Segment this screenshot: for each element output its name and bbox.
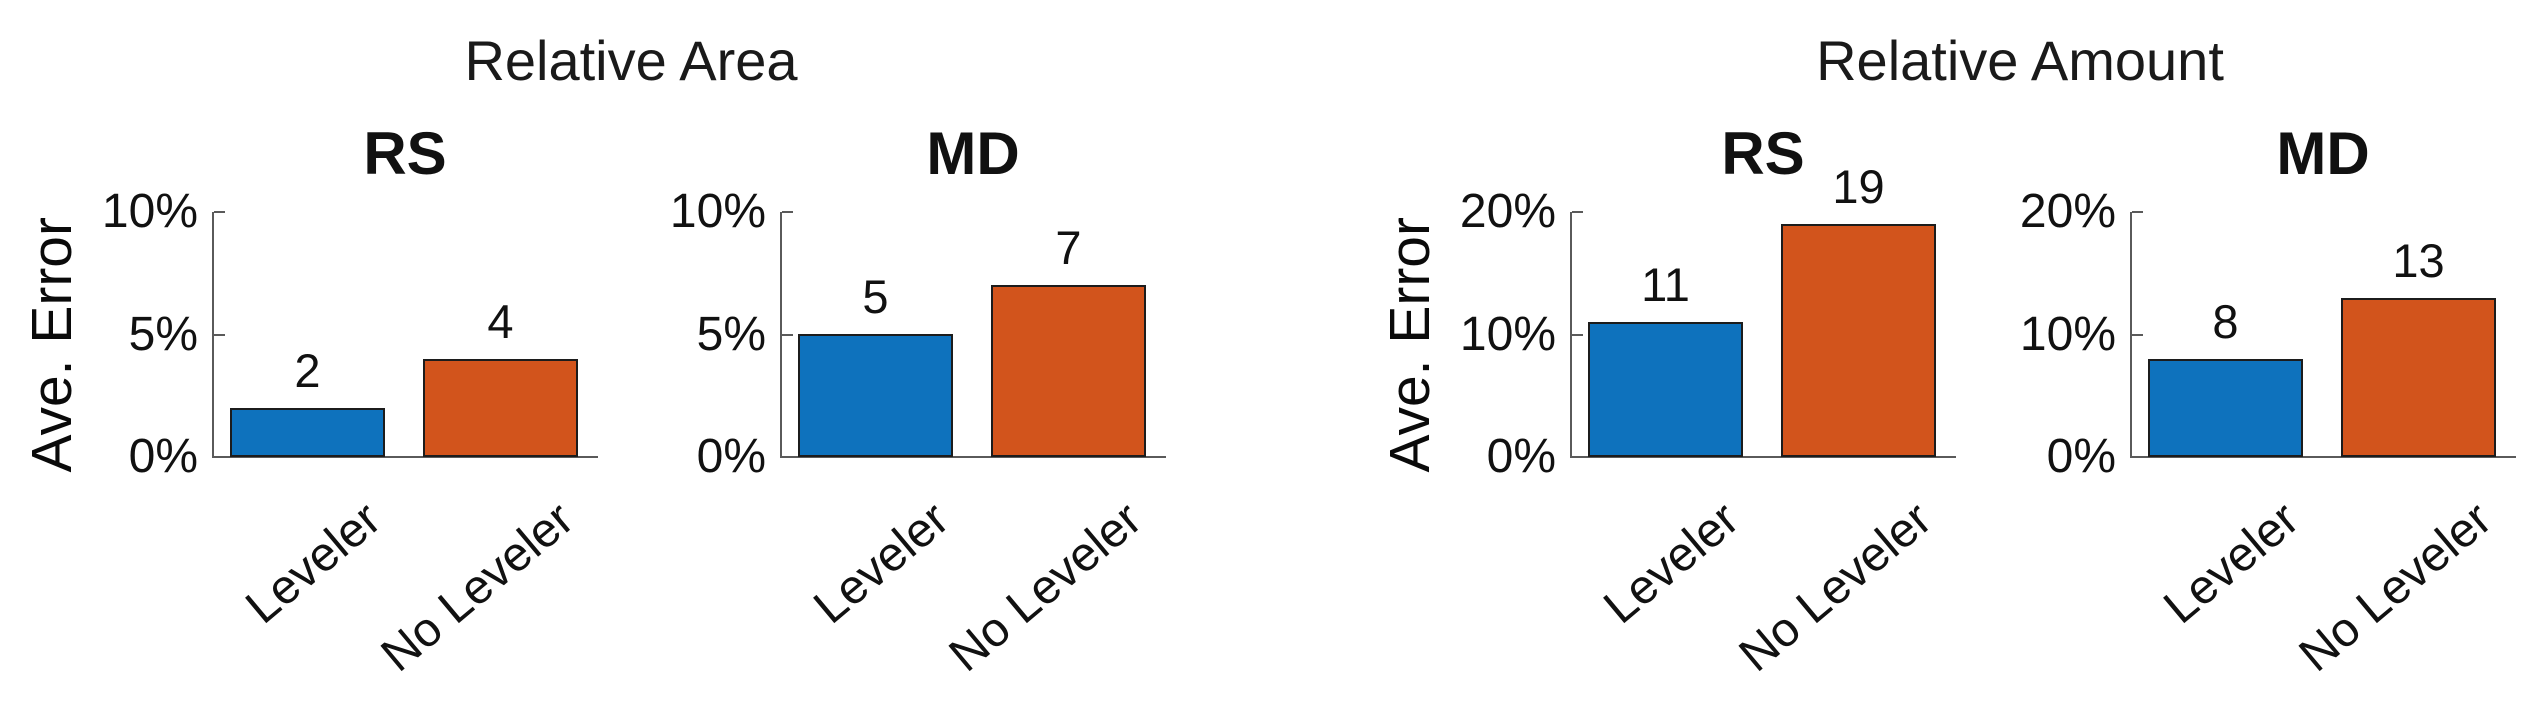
bar-value-label: 13 <box>2392 234 2445 287</box>
x-tick-label-leveler: Leveler <box>804 492 959 635</box>
y-tick-mark <box>2132 211 2143 213</box>
bar-leveler <box>798 334 953 457</box>
x-tick-label-leveler: Leveler <box>2154 492 2309 635</box>
y-tick-label: 20% <box>2019 185 2116 238</box>
bar-no-leveler <box>423 359 578 457</box>
x-axis-line <box>212 456 598 458</box>
x-axis-line <box>1570 456 1956 458</box>
subplot-title: MD <box>926 120 1020 187</box>
y-tick-mark <box>2132 333 2143 336</box>
y-tick-label: 5% <box>128 307 198 361</box>
x-tick-label-no-leveler: No Leveler <box>940 492 1152 683</box>
y-tick-mark <box>214 211 225 213</box>
bar-value-label: 8 <box>2212 295 2239 348</box>
y-tick-label: 10% <box>101 185 198 238</box>
y-tick-mark <box>1572 333 1583 336</box>
bar-leveler <box>1588 322 1743 457</box>
bar-value-label: 19 <box>1832 160 1885 213</box>
y-tick-label: 0% <box>128 430 198 483</box>
x-tick-label-leveler: Leveler <box>1594 492 1749 635</box>
bar-value-label: 4 <box>487 295 514 348</box>
group-title-relative-area: Relative Area <box>464 29 798 92</box>
x-tick-label-no-leveler: No Leveler <box>372 492 584 683</box>
subplot-relative-area-rs: RS Ave. Error 0% 5% 10% 2 Leveler 4 No Leveler <box>20 122 598 682</box>
y-axis-label: Ave. Error <box>20 216 84 473</box>
bar-no-leveler <box>991 285 1146 457</box>
y-tick-label: 5% <box>696 307 766 361</box>
y-axis-label-wrap: Ave. Error <box>20 200 84 489</box>
bar-value-label: 2 <box>294 344 321 397</box>
y-axis-label: Ave. Error <box>1378 216 1442 473</box>
y-tick-label: 10% <box>669 185 766 238</box>
x-tick-label-no-leveler: No Leveler <box>1730 492 1942 683</box>
subplot-title: RS <box>363 120 447 187</box>
bar-no-leveler <box>2341 298 2496 457</box>
bar-no-leveler <box>1781 224 1936 457</box>
subplot-title: MD <box>2276 120 2370 187</box>
x-axis-line <box>2130 456 2516 458</box>
y-axis-line <box>780 212 782 457</box>
subplot-title: RS <box>1721 120 1805 187</box>
y-tick-mark <box>1572 211 1583 213</box>
group-title-relative-amount: Relative Amount <box>1816 29 2224 92</box>
y-tick-label: 10% <box>2019 307 2116 361</box>
subplot-relative-amount-rs: RS Ave. Error 0% 10% 20% 11 Leveler 19 No Levele… <box>1378 122 1956 682</box>
bar-leveler <box>230 408 385 457</box>
y-axis-line <box>1570 212 1572 457</box>
subplot-relative-area-md: MD 0% 5% 10% 5 Leveler 7 No Leveler <box>670 122 1166 682</box>
y-tick-label: 0% <box>696 430 766 483</box>
bar-value-label: 5 <box>862 270 889 323</box>
y-axis-line <box>212 212 214 457</box>
subplot-relative-amount-md: MD 0% 10% 20% 8 Leveler 13 No Leveler <box>2020 122 2516 682</box>
y-tick-label: 0% <box>2046 430 2116 483</box>
x-axis-line <box>780 456 1166 458</box>
bar-leveler <box>2148 359 2303 457</box>
y-tick-mark <box>782 333 793 336</box>
y-tick-label: 20% <box>1459 185 1556 238</box>
bar-value-label: 11 <box>1641 258 1690 311</box>
x-tick-label-no-leveler: No Leveler <box>2290 492 2502 683</box>
y-tick-mark <box>782 211 793 213</box>
y-tick-label: 10% <box>1459 307 1556 361</box>
y-axis-label-wrap: Ave. Error <box>1378 200 1442 489</box>
y-tick-mark <box>214 333 225 336</box>
y-tick-label: 0% <box>1486 430 1556 483</box>
bar-value-label: 7 <box>1055 221 1082 274</box>
y-axis-line <box>2130 212 2132 457</box>
x-tick-label-leveler: Leveler <box>236 492 391 635</box>
